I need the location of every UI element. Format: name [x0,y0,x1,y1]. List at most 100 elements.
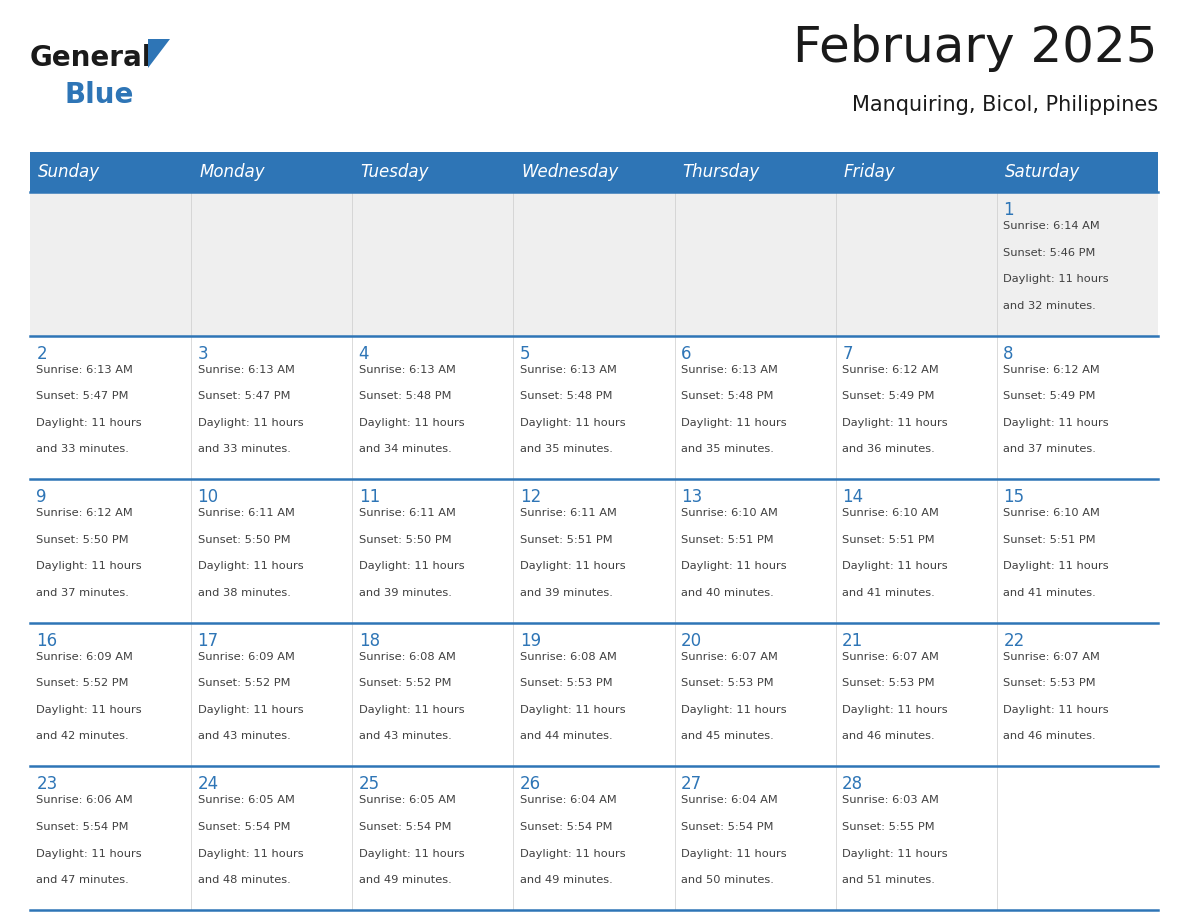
Text: and 35 minutes.: and 35 minutes. [681,444,773,454]
Text: Sunset: 5:54 PM: Sunset: 5:54 PM [681,822,773,832]
Bar [513,192,675,336]
Text: 25: 25 [359,776,380,793]
Text: 2: 2 [37,344,48,363]
Text: Sunrise: 6:13 AM: Sunrise: 6:13 AM [37,364,133,375]
Text: and 49 minutes.: and 49 minutes. [520,875,613,885]
Bar [30,336,191,479]
Text: 8: 8 [1004,344,1013,363]
Text: Wednesday: Wednesday [522,163,619,181]
Bar [513,479,675,622]
Text: Daylight: 11 hours: Daylight: 11 hours [1004,561,1108,571]
Text: Sunset: 5:52 PM: Sunset: 5:52 PM [197,678,290,688]
Text: Sunrise: 6:10 AM: Sunrise: 6:10 AM [681,509,778,518]
Bar [675,479,835,622]
Text: Sunrise: 6:11 AM: Sunrise: 6:11 AM [197,509,295,518]
Text: 20: 20 [681,632,702,650]
Text: and 43 minutes.: and 43 minutes. [197,732,290,742]
Text: and 33 minutes.: and 33 minutes. [197,444,290,454]
Text: 3: 3 [197,344,208,363]
Bar [675,152,835,192]
Text: Sunrise: 6:07 AM: Sunrise: 6:07 AM [681,652,778,662]
Text: Sunrise: 6:06 AM: Sunrise: 6:06 AM [37,795,133,805]
Text: Daylight: 11 hours: Daylight: 11 hours [842,561,948,571]
Bar [353,192,513,336]
Text: and 36 minutes.: and 36 minutes. [842,444,935,454]
Text: 19: 19 [520,632,541,650]
Bar [30,192,191,336]
Text: and 38 minutes.: and 38 minutes. [197,588,290,598]
Text: Sunrise: 6:12 AM: Sunrise: 6:12 AM [842,364,939,375]
Text: Daylight: 11 hours: Daylight: 11 hours [520,705,626,715]
Bar [513,336,675,479]
Text: Sunset: 5:51 PM: Sunset: 5:51 PM [1004,535,1095,544]
Text: Daylight: 11 hours: Daylight: 11 hours [37,561,143,571]
Bar [353,479,513,622]
Text: 15: 15 [1004,488,1024,506]
Bar [513,767,675,910]
Text: Daylight: 11 hours: Daylight: 11 hours [197,705,303,715]
Bar [997,336,1158,479]
Text: and 32 minutes.: and 32 minutes. [1004,301,1097,310]
Text: 26: 26 [520,776,541,793]
Text: Daylight: 11 hours: Daylight: 11 hours [359,561,465,571]
Text: Sunset: 5:53 PM: Sunset: 5:53 PM [842,678,935,688]
Text: and 44 minutes.: and 44 minutes. [520,732,613,742]
Text: and 45 minutes.: and 45 minutes. [681,732,773,742]
Bar [675,336,835,479]
Bar [835,767,997,910]
Text: and 47 minutes.: and 47 minutes. [37,875,129,885]
Text: Sunday: Sunday [38,163,100,181]
Text: 5: 5 [520,344,530,363]
Bar [513,152,675,192]
Text: Daylight: 11 hours: Daylight: 11 hours [359,418,465,428]
Text: 27: 27 [681,776,702,793]
Text: Sunrise: 6:05 AM: Sunrise: 6:05 AM [359,795,456,805]
Text: Sunrise: 6:12 AM: Sunrise: 6:12 AM [1004,364,1100,375]
Text: Daylight: 11 hours: Daylight: 11 hours [681,705,786,715]
Text: Sunrise: 6:13 AM: Sunrise: 6:13 AM [197,364,295,375]
Text: Daylight: 11 hours: Daylight: 11 hours [681,418,786,428]
Text: 1: 1 [1004,201,1013,219]
Bar [191,479,353,622]
Bar [30,622,191,767]
Text: Sunset: 5:51 PM: Sunset: 5:51 PM [842,535,935,544]
Text: Sunset: 5:52 PM: Sunset: 5:52 PM [37,678,129,688]
Text: Sunrise: 6:07 AM: Sunrise: 6:07 AM [1004,652,1100,662]
Bar [675,767,835,910]
Bar [30,152,191,192]
Text: Sunset: 5:48 PM: Sunset: 5:48 PM [520,391,612,401]
Bar [835,336,997,479]
Bar [30,479,191,622]
Text: Daylight: 11 hours: Daylight: 11 hours [37,418,143,428]
Text: Sunset: 5:53 PM: Sunset: 5:53 PM [1004,678,1095,688]
Bar [835,192,997,336]
Text: Daylight: 11 hours: Daylight: 11 hours [197,848,303,858]
Text: Sunrise: 6:08 AM: Sunrise: 6:08 AM [359,652,456,662]
Text: 17: 17 [197,632,219,650]
Text: Sunrise: 6:03 AM: Sunrise: 6:03 AM [842,795,939,805]
Text: Sunset: 5:53 PM: Sunset: 5:53 PM [681,678,773,688]
Text: 11: 11 [359,488,380,506]
Text: and 49 minutes.: and 49 minutes. [359,875,451,885]
Text: Daylight: 11 hours: Daylight: 11 hours [197,561,303,571]
Text: Sunset: 5:49 PM: Sunset: 5:49 PM [842,391,935,401]
Bar [997,767,1158,910]
Bar [835,152,997,192]
Text: Daylight: 11 hours: Daylight: 11 hours [359,848,465,858]
Text: Sunrise: 6:10 AM: Sunrise: 6:10 AM [842,509,939,518]
Text: and 40 minutes.: and 40 minutes. [681,588,773,598]
Text: Sunrise: 6:14 AM: Sunrise: 6:14 AM [1004,221,1100,231]
Bar [191,767,353,910]
Text: Daylight: 11 hours: Daylight: 11 hours [520,418,626,428]
Text: Sunrise: 6:07 AM: Sunrise: 6:07 AM [842,652,939,662]
Text: Sunrise: 6:10 AM: Sunrise: 6:10 AM [1004,509,1100,518]
Text: and 51 minutes.: and 51 minutes. [842,875,935,885]
Text: 7: 7 [842,344,853,363]
Text: 14: 14 [842,488,864,506]
Text: Sunset: 5:48 PM: Sunset: 5:48 PM [359,391,451,401]
Bar [353,152,513,192]
Text: Daylight: 11 hours: Daylight: 11 hours [520,848,626,858]
Text: Daylight: 11 hours: Daylight: 11 hours [1004,705,1108,715]
Text: 22: 22 [1004,632,1024,650]
Bar [353,767,513,910]
